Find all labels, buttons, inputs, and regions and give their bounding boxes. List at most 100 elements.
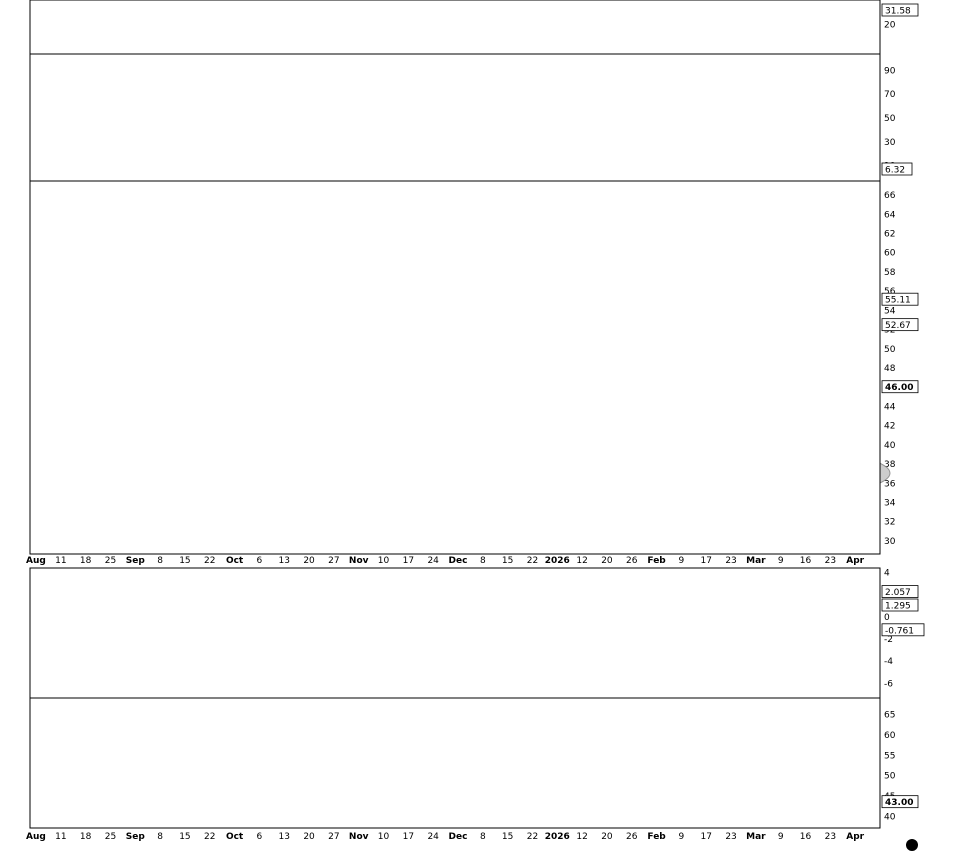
x-axis-1-tick-26: 9 xyxy=(679,832,685,842)
corner-dot xyxy=(906,839,918,851)
x-axis-0-tick-4: Sep xyxy=(126,556,146,566)
x-axis-1-tick-17: Dec xyxy=(449,832,468,842)
price-ytick-13: 40 xyxy=(884,441,896,451)
x-axis-0-tick-26: 9 xyxy=(679,556,685,566)
x-axis-1-tick-5: 8 xyxy=(157,832,163,842)
x-axis-0-tick-25: Feb xyxy=(647,556,666,566)
price-ytick-16: 34 xyxy=(884,498,896,508)
x-axis-1-tick-6: 15 xyxy=(179,832,190,842)
x-axis-1-tick-31: 16 xyxy=(800,832,812,842)
price-badge-1-box xyxy=(881,318,919,332)
x-axis-1-tick-16: 24 xyxy=(427,832,439,842)
x-axis-0-tick-16: 24 xyxy=(427,556,439,566)
price-ytick-5: 56 xyxy=(884,287,896,297)
x-axis-0-tick-1: 11 xyxy=(55,556,66,566)
macd-frame xyxy=(29,567,881,699)
x-axis-1-tick-22: 12 xyxy=(576,832,587,842)
x-axis-0-tick-28: 23 xyxy=(725,556,736,566)
price-badge-2-text: 46.00 xyxy=(885,383,913,393)
x-axis-0-tick-12: 27 xyxy=(328,556,339,566)
bpspx-frame xyxy=(29,697,881,829)
x-axis-1-tick-10: 13 xyxy=(279,832,290,842)
macd-badge-0: 2.057 xyxy=(881,585,919,598)
x-axis-0-tick-10: 13 xyxy=(279,556,290,566)
x-axis-0-tick-2: 18 xyxy=(80,556,92,566)
price-badge-1: 52.67 xyxy=(881,318,919,332)
x-axis-0-tick-3: 25 xyxy=(105,556,116,566)
x-axis-1-tick-1: 11 xyxy=(55,832,66,842)
x-axis-0-tick-24: 26 xyxy=(626,556,638,566)
rsi-frame xyxy=(29,53,881,182)
rsi-ytick-3: 30 xyxy=(884,138,896,148)
bpspx-ytick-2: 55 xyxy=(884,751,895,761)
x-axis-0-tick-18: 8 xyxy=(480,556,486,566)
macd-badge-0-box xyxy=(881,585,919,598)
stoch-value-badge-text: 31.58 xyxy=(885,7,911,17)
x-axis-0-tick-7: 22 xyxy=(204,556,215,566)
price-ytick-6: 54 xyxy=(884,306,896,316)
bpspx-ytick-1: 60 xyxy=(884,731,896,741)
price-badge-2: 46.00 xyxy=(881,380,919,394)
x-axis-1-tick-24: 26 xyxy=(626,832,638,842)
x-axis-1-tick-3: 25 xyxy=(105,832,116,842)
rsi-value-badge-text: 6.32 xyxy=(885,166,905,176)
x-axis-0-tick-13: Nov xyxy=(349,556,369,566)
x-axis-0-tick-33: Apr xyxy=(846,556,864,566)
macd-badge-1: 1.295 xyxy=(881,598,919,612)
price-ytick-3: 60 xyxy=(884,249,896,259)
x-axis-0-tick-23: 20 xyxy=(601,556,613,566)
macd-badge-1-text: 1.295 xyxy=(885,602,911,612)
price-ytick-9: 48 xyxy=(884,364,896,374)
x-axis-0-tick-22: 12 xyxy=(576,556,587,566)
x-axis-0-tick-21: 2026 xyxy=(545,556,570,566)
x-axis-0-tick-31: 16 xyxy=(800,556,812,566)
x-axis-0-tick-29: Mar xyxy=(746,556,766,566)
x-axis-0-tick-0: Aug xyxy=(26,556,46,566)
stoch-value-badge: 31.58 xyxy=(881,3,919,17)
x-axis-0-tick-8: Oct xyxy=(226,556,244,566)
price-ytick-11: 44 xyxy=(884,402,896,412)
x-axis-1-tick-29: Mar xyxy=(746,832,766,842)
x-axis-1-tick-23: 20 xyxy=(601,832,613,842)
x-axis-1-tick-4: Sep xyxy=(126,832,146,842)
x-axis-1-tick-19: 15 xyxy=(502,832,513,842)
x-axis-1-tick-12: 27 xyxy=(328,832,339,842)
macd-badge-2: -0.761 xyxy=(881,623,925,637)
x-axis-1-tick-25: Feb xyxy=(647,832,666,842)
macd-badge-2-text: -0.761 xyxy=(885,626,914,636)
x-axis-0-tick-27: 17 xyxy=(701,556,712,566)
x-axis-0-tick-6: 15 xyxy=(179,556,190,566)
x-axis-1-tick-28: 23 xyxy=(725,832,736,842)
rsi-value-badge: 6.32 xyxy=(881,162,913,176)
price-badge-2-box xyxy=(881,380,919,394)
bpspx-badge-0-text: 43.00 xyxy=(885,798,913,808)
price-ytick-15: 36 xyxy=(884,479,896,489)
x-axis-1-tick-8: Oct xyxy=(226,832,244,842)
price-badge-0-text: 55.11 xyxy=(885,296,911,306)
macd-badge-2-box xyxy=(881,623,925,637)
x-axis-0-tick-17: Dec xyxy=(449,556,468,566)
x-axis-0-tick-14: 10 xyxy=(378,556,390,566)
rsi-ytick-0: 90 xyxy=(884,66,896,76)
x-axis-0-tick-9: 6 xyxy=(257,556,263,566)
x-axis-1-tick-0: Aug xyxy=(26,832,46,842)
x-axis-1-tick-2: 18 xyxy=(80,832,92,842)
x-axis-1-tick-7: 22 xyxy=(204,832,215,842)
x-axis-0-tick-32: 23 xyxy=(825,556,836,566)
bpspx-ytick-5: 40 xyxy=(884,812,896,822)
stoch-frame xyxy=(29,0,881,55)
price-ytick-2: 62 xyxy=(884,230,895,240)
x-axis-0-tick-30: 9 xyxy=(778,556,784,566)
price-ytick-18: 30 xyxy=(884,537,896,547)
x-axis-0-tick-20: 22 xyxy=(527,556,538,566)
x-axis-1-tick-21: 2026 xyxy=(545,832,570,842)
bpspx-ytick-0: 65 xyxy=(884,711,895,721)
x-axis-1-tick-33: Apr xyxy=(846,832,864,842)
price-ytick-12: 42 xyxy=(884,422,895,432)
price-badge-1-text: 52.67 xyxy=(885,321,911,331)
macd-badge-0-text: 2.057 xyxy=(885,588,911,598)
stoch-ytick-0: 20 xyxy=(884,21,896,31)
x-axis-1-tick-32: 23 xyxy=(825,832,836,842)
x-axis-1-tick-11: 20 xyxy=(303,832,315,842)
